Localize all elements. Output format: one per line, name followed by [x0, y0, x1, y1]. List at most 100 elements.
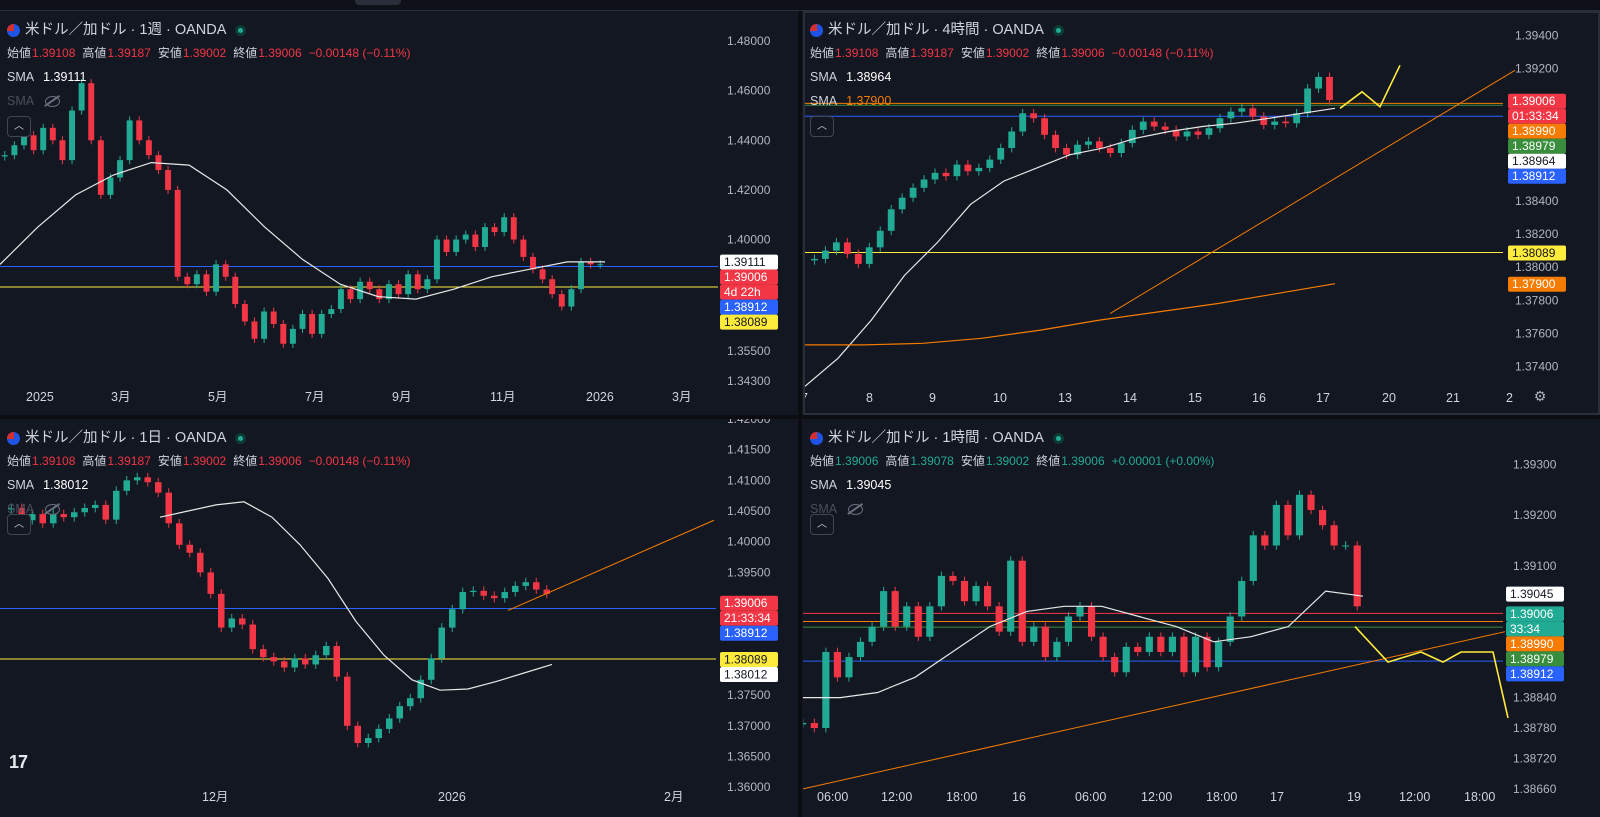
- market-open-icon: [1052, 24, 1064, 36]
- pane-divider-horizontal[interactable]: [0, 415, 1600, 419]
- sma-indicator-1[interactable]: SMA 1.38964: [810, 65, 1220, 89]
- sma-indicator-2-hidden[interactable]: SMA: [7, 497, 417, 521]
- sma-indicator-1[interactable]: SMA 1.39045: [810, 473, 1221, 497]
- candle-body: [1007, 560, 1015, 632]
- high-value: 1.39187: [107, 454, 151, 468]
- toolbar-tab[interactable]: [355, 0, 401, 5]
- price-badge: [720, 269, 778, 285]
- daily-chart-canvas[interactable]: 1.42000 1.41500 1.41000 1.40500 1.40000 1.395…: [0, 419, 797, 817]
- date-tick-label: 19: [1347, 790, 1361, 804]
- date-tick-label: 7: [805, 391, 808, 405]
- candle-body: [462, 234, 469, 240]
- date-tick-label: 16: [1012, 790, 1026, 804]
- collapse-legend-button[interactable]: ︿: [810, 116, 834, 137]
- candle-body: [91, 504, 99, 508]
- candle-body: [424, 279, 431, 290]
- price-badge-label: 33:34: [1510, 622, 1540, 636]
- hidden-eye-icon[interactable]: [45, 95, 61, 107]
- candle-body: [78, 83, 85, 111]
- settings-gear-icon[interactable]: ⚙: [1533, 388, 1547, 404]
- ohlc-row: 始値 1.39006 高値 1.39078 安値 1.39002 終値 1.39006 …: [810, 450, 1221, 473]
- close-value: 1.39006: [1061, 454, 1105, 468]
- candle-body: [193, 274, 200, 285]
- sma-indicator-2[interactable]: SMA 1.37900: [810, 89, 1220, 113]
- price-tick-label: 1.39200: [1515, 62, 1559, 76]
- candle-body: [154, 482, 162, 493]
- close-label: 終値: [233, 46, 258, 60]
- candle-body: [337, 289, 344, 310]
- candle-body: [133, 477, 141, 481]
- candle-body: [1194, 131, 1202, 135]
- price-tick-label: 1.39400: [1515, 29, 1559, 43]
- sma-indicator-1[interactable]: SMA 1.38012: [7, 473, 417, 497]
- collapse-legend-button[interactable]: ︿: [7, 116, 31, 137]
- weekly-chart-canvas[interactable]: 1.48000 1.46000 1.44000 1.42000 1.40000 1.355…: [0, 11, 797, 415]
- candle-body: [1304, 88, 1312, 114]
- candle-body: [1161, 126, 1169, 130]
- sma-indicator-2-hidden[interactable]: SMA: [810, 497, 1221, 521]
- candle-body: [251, 321, 258, 339]
- symbol-title[interactable]: 米ドル／加ドル · 1週 · OANDA: [7, 18, 417, 42]
- candle-body: [1063, 148, 1070, 155]
- collapse-legend-button[interactable]: ︿: [810, 514, 834, 535]
- candle-body: [1216, 118, 1224, 129]
- price-badge: [720, 666, 778, 682]
- candle-body: [880, 591, 888, 627]
- price-badge-label: 1.38912: [724, 300, 768, 314]
- sma-value: 1.39045: [846, 477, 892, 492]
- hidden-eye-icon[interactable]: [45, 503, 61, 515]
- 4h-chart-canvas[interactable]: 1.39400 1.39200 1.38400 1.38200 1.38000 1.378…: [805, 13, 1600, 415]
- pane-divider-vertical[interactable]: [798, 11, 802, 817]
- open-value: 1.39108: [32, 46, 76, 60]
- price-tick-label: 1.36500: [727, 749, 771, 763]
- sma-indicator-2-hidden[interactable]: SMA: [7, 89, 417, 113]
- chart-pane-weekly[interactable]: 1.48000 1.46000 1.44000 1.42000 1.40000 1.355…: [0, 11, 797, 415]
- candle-body: [249, 624, 257, 650]
- price-tick-label: 1.41500: [727, 443, 771, 457]
- symbol-title[interactable]: 米ドル／加ドル · 1日 · OANDA: [7, 426, 417, 450]
- low-value: 1.39002: [182, 454, 227, 468]
- symbol-title[interactable]: 米ドル／加ドル · 4時間 · OANDA: [810, 18, 1220, 42]
- date-tick-label: 12:00: [1141, 790, 1172, 804]
- candle-body: [280, 323, 287, 344]
- candle-body: [986, 159, 994, 168]
- candle-body: [942, 172, 950, 177]
- date-tick-label: 16: [1252, 391, 1266, 405]
- candle-body: [856, 641, 865, 658]
- collapse-legend-button[interactable]: ︿: [7, 514, 31, 535]
- candle-body: [117, 160, 124, 178]
- chart-pane-4h[interactable]: 1.39400 1.39200 1.38400 1.38200 1.38000 1.378…: [803, 11, 1600, 415]
- chart-pane-daily[interactable]: 1.42000 1.41500 1.41000 1.40500 1.40000 1.395…: [0, 419, 797, 817]
- 1h-chart-canvas[interactable]: 1.39300 1.39200 1.39100 1.38840 1.38780 1.387…: [803, 419, 1600, 817]
- candle-body: [1041, 626, 1049, 658]
- price-badge-label: 21:33:34: [724, 611, 771, 625]
- open-value: 1.39108: [32, 454, 76, 468]
- candle-body: [891, 591, 899, 627]
- sma-indicator-1[interactable]: SMA 1.39111: [7, 65, 417, 89]
- date-tick-label: 3月: [111, 390, 130, 404]
- ohlc-row: 始値 1.39108 高値 1.39187 安値 1.39002 終値 1.39006 …: [7, 450, 417, 473]
- candle-body: [578, 261, 584, 290]
- chart-pane-1h[interactable]: 1.39300 1.39200 1.39100 1.38840 1.38780 1.387…: [803, 419, 1600, 817]
- change-value: −0.00148 (−0.11%): [308, 454, 411, 468]
- sma-line: [803, 590, 1364, 699]
- symbol-title[interactable]: 米ドル／加ドル · 1時間 · OANDA: [810, 426, 1221, 450]
- ohlc-row: 始値 1.39108 高値 1.39187 安値 1.39002 終値 1.39006 …: [7, 42, 417, 65]
- candle-body: [30, 135, 37, 151]
- candle-body: [1203, 636, 1211, 668]
- candle-body: [21, 135, 27, 146]
- close-label: 終値: [1036, 454, 1061, 468]
- candle-body: [522, 582, 530, 586]
- low-label: 安値: [960, 454, 985, 468]
- candle-body: [1111, 657, 1119, 673]
- candle-body: [70, 512, 78, 518]
- close-label: 終値: [1036, 46, 1061, 60]
- hidden-eye-icon[interactable]: [848, 503, 864, 515]
- candle-body: [972, 586, 980, 602]
- candle-body: [1053, 641, 1061, 658]
- candle-body: [175, 523, 183, 545]
- candle-body: [903, 606, 911, 627]
- high-label: 高値: [82, 46, 107, 60]
- candle-body: [543, 589, 551, 594]
- candle-body: [1260, 116, 1268, 125]
